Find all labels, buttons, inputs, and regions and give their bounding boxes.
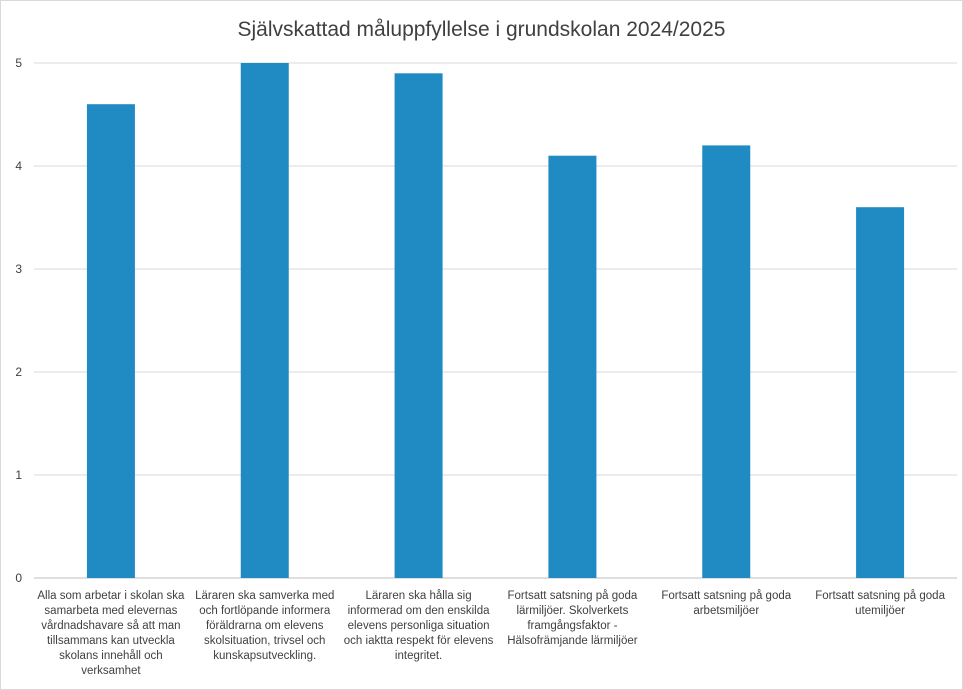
bar-6 [856,207,905,578]
y-tick-label: 2 [15,365,22,379]
bar-3 [394,73,443,579]
x-tick-label-3: Läraren ska hålla sig informerad om den … [343,590,494,662]
y-tick-label: 4 [15,159,22,173]
y-tick-label: 3 [15,262,22,276]
x-tick-label-2: Läraren ska samverka med och fortlöpande… [195,590,335,662]
y-tick-label: 5 [15,56,22,70]
x-tick-label-6: Fortsatt satsning på goda utemiljöer [815,590,945,617]
x-tick-label-1: Alla som arbetar i skolan ska samarbeta … [37,590,185,677]
x-tick-label-4: Fortsatt satsning på goda lärmiljöer. Sk… [507,590,638,647]
bar-2 [240,63,289,578]
y-tick-label: 1 [15,468,22,482]
x-tick-label-5: Fortsatt satsning på goda arbetsmiljöer [661,590,792,617]
bar-4 [548,155,597,578]
bar-1 [86,104,135,578]
bar-5 [702,145,751,578]
y-tick-label: 0 [15,571,22,585]
chart-title: Självskattad måluppfyllelse i grundskola… [237,18,726,41]
